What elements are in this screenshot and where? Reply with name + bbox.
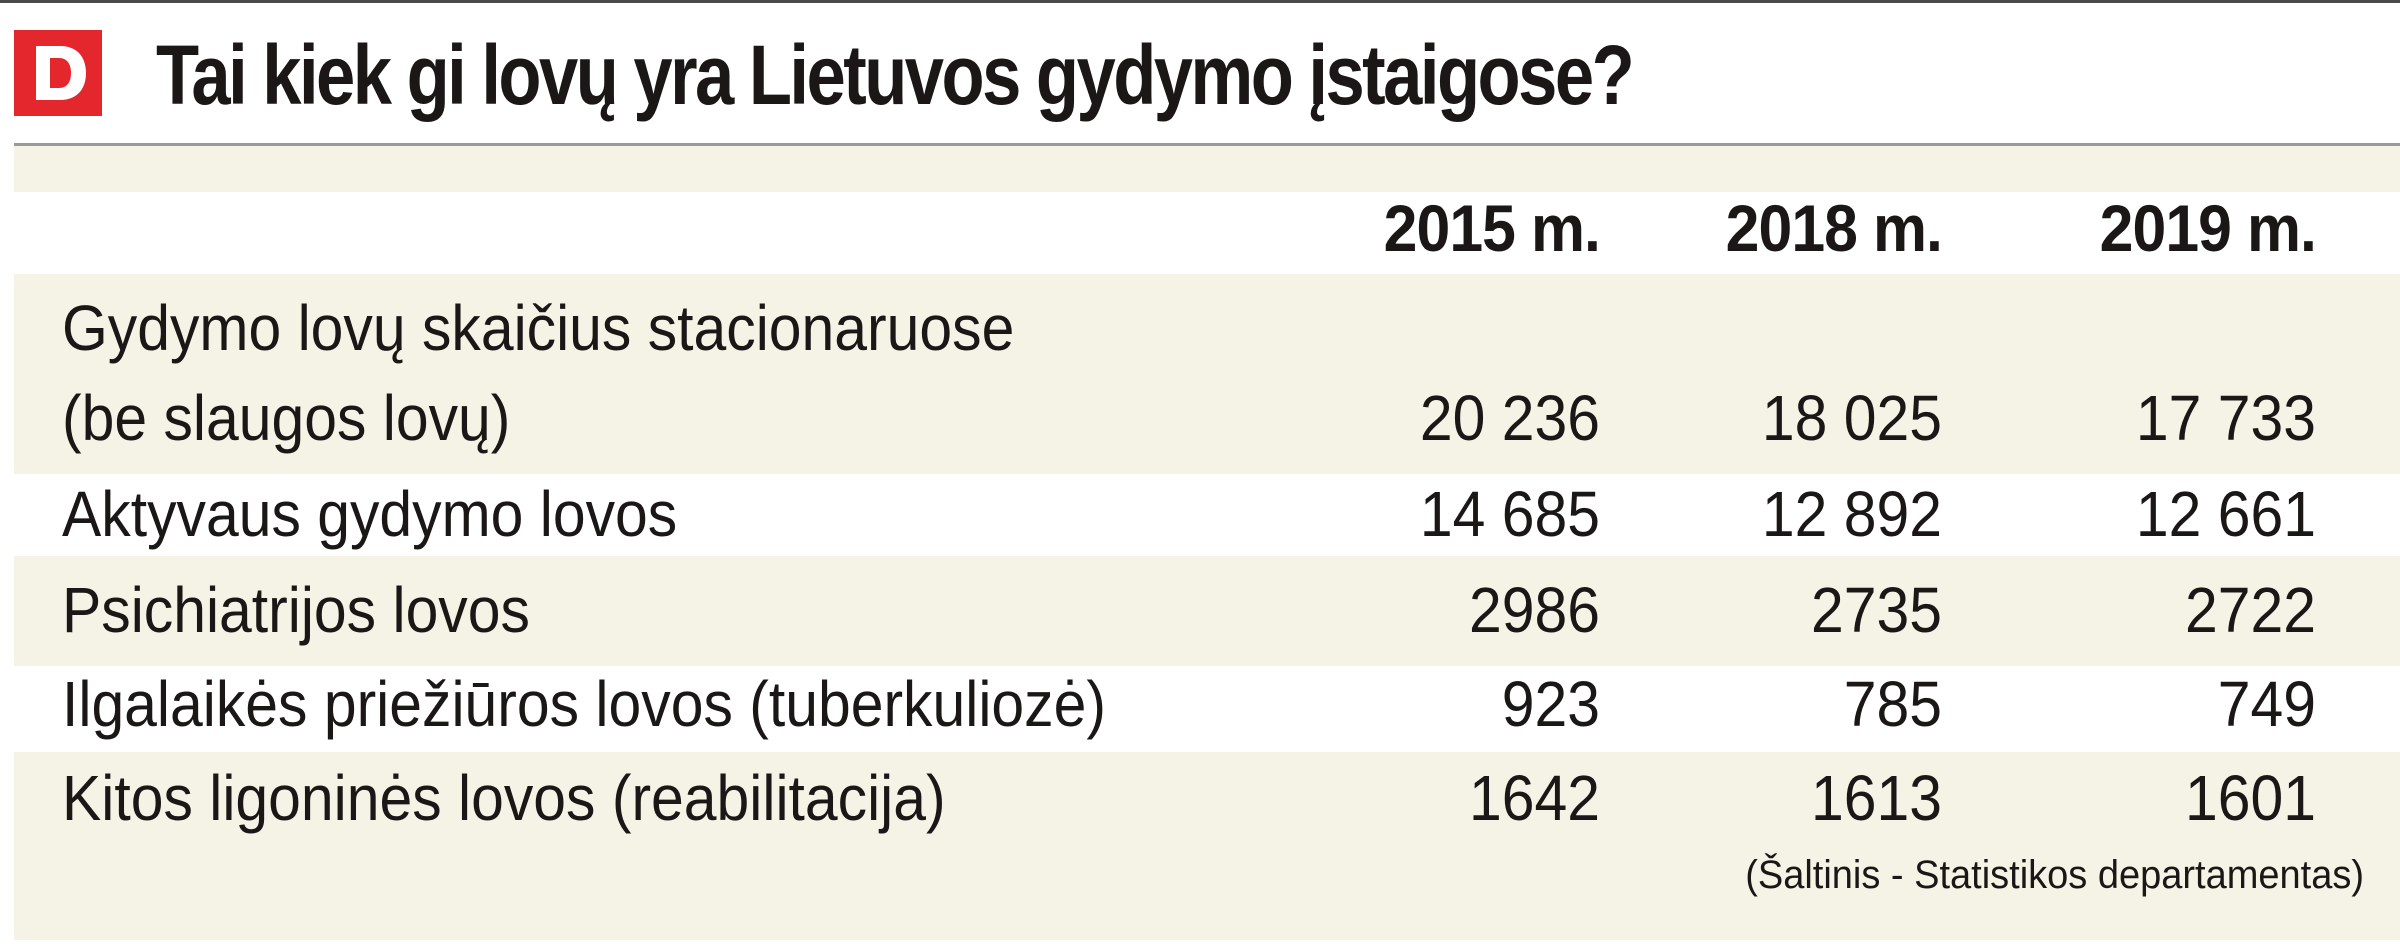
band-row-2 <box>14 474 2400 556</box>
band-top <box>14 146 2400 192</box>
logo-d-icon <box>14 30 102 116</box>
row-label-line1: Gydymo lovų skaičius stacionaruose <box>62 292 1015 364</box>
cell-value: 1613 <box>1811 762 1942 834</box>
row-label: Aktyvaus gydymo lovos <box>62 478 678 550</box>
cell-value: 785 <box>1843 668 1942 740</box>
row-label-line2: (be slaugos lovų) <box>62 382 511 454</box>
band-row-4 <box>14 666 2400 762</box>
cell-value: 749 <box>2217 668 2316 740</box>
cell-value: 2986 <box>1469 574 1600 646</box>
cell-value: 1601 <box>2185 762 2316 834</box>
column-header-2019: 2019 m. <box>2099 191 2317 265</box>
cell-value: 12 661 <box>2135 478 2316 550</box>
row-label: Kitos ligoninės lovos (reabilitacija) <box>62 762 946 834</box>
band-row-5 <box>14 752 2400 940</box>
cell-value: 14 685 <box>1419 478 1600 550</box>
cell-value: 18 025 <box>1761 382 1942 454</box>
page-title: Tai kiek gi lovų yra Lietuvos gydymo įst… <box>156 28 1635 122</box>
cell-value: 12 892 <box>1761 478 1942 550</box>
column-header-2015: 2015 m. <box>1383 191 1601 265</box>
top-rule <box>0 0 2400 3</box>
band-row-1 <box>14 274 2400 474</box>
source-note: (Šaltinis - Statistikos departamentas) <box>1745 853 2364 897</box>
row-label: Ilgalaikės priežiūros lovos (tuberkulioz… <box>62 668 1106 740</box>
cell-value: 20 236 <box>1419 382 1600 454</box>
row-label: Psichiatrijos lovos <box>62 574 530 646</box>
beds-table: 2015 m. 2018 m. 2019 m. Gydymo lovų skai… <box>14 146 2400 940</box>
cell-value: 2722 <box>2185 574 2316 646</box>
band-row-3 <box>14 556 2400 666</box>
title-divider <box>14 143 2400 146</box>
cell-value: 1642 <box>1469 762 1600 834</box>
column-header-2018: 2018 m. <box>1725 191 1943 265</box>
cell-value: 17 733 <box>2135 382 2316 454</box>
cell-value: 923 <box>1501 668 1600 740</box>
cell-value: 2735 <box>1811 574 1942 646</box>
